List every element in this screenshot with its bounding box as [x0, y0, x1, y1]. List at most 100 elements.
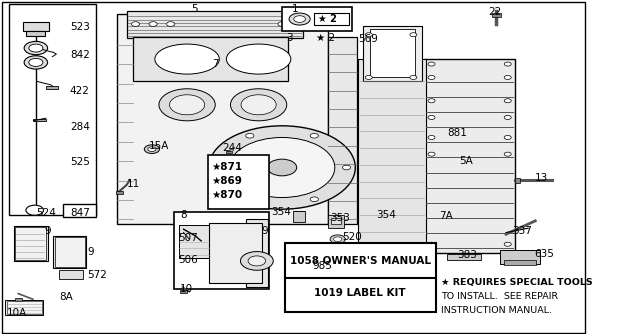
Text: 572: 572 [87, 270, 107, 280]
Text: 15A: 15A [148, 141, 169, 151]
Bar [16, 298, 22, 301]
Circle shape [131, 22, 140, 26]
Circle shape [504, 99, 511, 103]
Bar [515, 178, 520, 183]
Bar [63, 204, 95, 217]
Bar [322, 262, 334, 272]
Circle shape [149, 22, 157, 26]
Circle shape [144, 145, 159, 153]
Circle shape [428, 242, 435, 246]
Bar [285, 243, 436, 278]
Bar [14, 226, 48, 261]
Text: 10A: 10A [7, 308, 27, 318]
Circle shape [310, 197, 319, 202]
Text: ★ 2: ★ 2 [319, 14, 337, 24]
Bar [23, 22, 49, 31]
Circle shape [246, 133, 254, 138]
Text: 354: 354 [376, 210, 396, 220]
Text: 7A: 7A [439, 211, 453, 221]
Text: ★869: ★869 [211, 176, 242, 186]
Bar [293, 211, 306, 221]
Circle shape [428, 116, 435, 120]
Bar [370, 29, 415, 77]
Text: 3: 3 [286, 33, 293, 43]
Text: 524: 524 [36, 208, 56, 217]
Circle shape [292, 22, 300, 26]
Circle shape [229, 137, 335, 198]
Ellipse shape [226, 44, 291, 74]
Bar [358, 59, 426, 253]
Ellipse shape [155, 44, 219, 74]
Bar [115, 191, 123, 194]
Circle shape [148, 147, 156, 151]
Bar [60, 270, 82, 279]
Text: ★ REQUIRES SPECIAL TOOLS: ★ REQUIRES SPECIAL TOOLS [441, 278, 593, 286]
Text: 985: 985 [312, 261, 332, 271]
Text: 520: 520 [342, 232, 361, 242]
Circle shape [342, 165, 351, 170]
Bar [174, 211, 269, 289]
Text: 383: 383 [457, 250, 477, 260]
Bar [448, 254, 481, 260]
Text: 8A: 8A [60, 292, 73, 302]
Bar [246, 218, 268, 287]
Bar [331, 218, 340, 224]
Text: ★ 2: ★ 2 [316, 33, 335, 43]
Bar [208, 155, 269, 209]
Text: 525: 525 [70, 157, 90, 168]
Circle shape [330, 235, 345, 244]
Circle shape [428, 135, 435, 139]
Circle shape [267, 159, 297, 176]
Bar [126, 11, 303, 38]
Text: 1019 LABEL KIT: 1019 LABEL KIT [314, 288, 406, 298]
Text: 8: 8 [180, 210, 187, 220]
Circle shape [504, 62, 511, 66]
Circle shape [504, 135, 511, 139]
Bar [117, 14, 328, 224]
Text: 354: 354 [272, 207, 291, 216]
Text: 13: 13 [535, 173, 549, 183]
Text: 22: 22 [489, 7, 502, 17]
Circle shape [428, 99, 435, 103]
Text: 507: 507 [178, 233, 197, 243]
Bar [282, 7, 352, 31]
Bar [500, 250, 540, 264]
Circle shape [410, 75, 417, 79]
Bar [424, 59, 515, 253]
Text: 9: 9 [262, 226, 268, 236]
Bar [6, 300, 43, 315]
Text: 353: 353 [330, 213, 350, 223]
Text: 9: 9 [87, 247, 94, 257]
Circle shape [26, 205, 43, 215]
Bar [46, 86, 58, 89]
Circle shape [365, 33, 373, 37]
Circle shape [209, 126, 355, 209]
Text: 7: 7 [211, 59, 218, 69]
Bar [209, 222, 262, 283]
Circle shape [428, 152, 435, 156]
Bar [226, 151, 232, 153]
Text: 5A: 5A [459, 156, 473, 166]
Bar [492, 13, 501, 17]
Text: 337: 337 [512, 226, 532, 236]
Bar [15, 227, 46, 260]
Text: 881: 881 [448, 128, 467, 138]
Bar [27, 31, 45, 36]
Text: 842: 842 [70, 50, 90, 60]
Bar [180, 290, 187, 293]
Bar [133, 38, 288, 81]
Circle shape [213, 165, 222, 170]
Circle shape [24, 56, 48, 69]
Circle shape [504, 116, 511, 120]
Text: 523: 523 [70, 22, 90, 32]
Circle shape [24, 42, 48, 55]
Text: 244: 244 [222, 143, 242, 153]
Circle shape [410, 33, 417, 37]
Text: 1058 OWNER'S MANUAL: 1058 OWNER'S MANUAL [290, 256, 430, 266]
Text: 284: 284 [70, 123, 90, 132]
Circle shape [29, 44, 43, 52]
Bar [285, 275, 436, 312]
Text: 5: 5 [191, 4, 197, 14]
Text: 569: 569 [358, 34, 378, 44]
Text: ★871: ★871 [211, 161, 243, 172]
